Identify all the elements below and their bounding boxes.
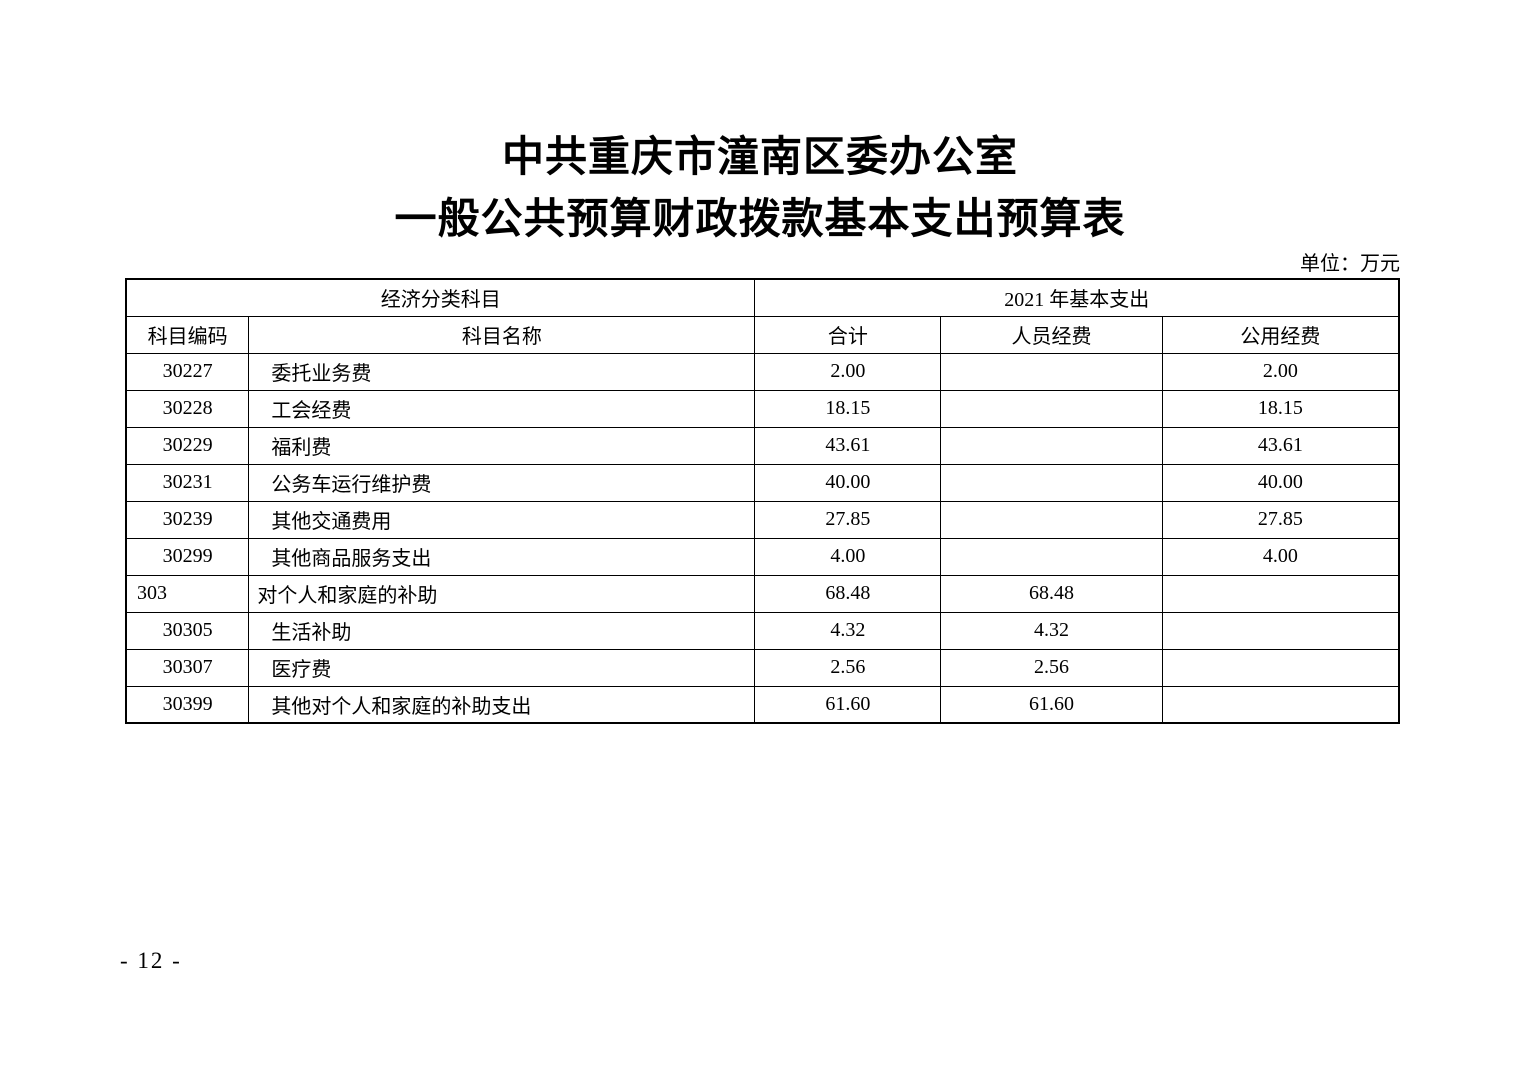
cell-subject-code: 30307 [125, 648, 250, 687]
cell-public-funds [1161, 574, 1400, 613]
cell-subject-code: 30239 [125, 500, 250, 539]
table-row: 30399 其他对个人和家庭的补助支出 61.60 61.60 [125, 685, 1400, 724]
cell-public-funds: 18.15 [1161, 389, 1400, 428]
cell-personnel-funds [940, 352, 1163, 391]
cell-total: 61.60 [754, 685, 942, 724]
title-line-2: 一般公共预算财政拨款基本支出预算表 [394, 195, 1126, 242]
table-row: 30305 生活补助 4.32 4.32 [125, 611, 1400, 650]
cell-subject-code: 30231 [125, 463, 250, 502]
cell-public-funds: 43.61 [1161, 426, 1400, 465]
table-row: 30231 公务车运行维护费 40.00 40.00 [125, 463, 1400, 502]
cell-personnel-funds: 61.60 [940, 685, 1163, 724]
header-2021-basic-expenditure: 2021 年基本支出 [754, 278, 1400, 317]
page-number: - 12 - [120, 948, 182, 973]
cell-total: 27.85 [754, 500, 942, 539]
header-columns-row: 科目编码 科目名称 合计 人员经费 公用经费 [125, 315, 1400, 354]
cell-total: 2.00 [754, 352, 942, 391]
cell-subject-name: 福利费 [248, 426, 756, 465]
cell-personnel-funds: 2.56 [940, 648, 1163, 687]
cell-total: 18.15 [754, 389, 942, 428]
cell-subject-code: 30229 [125, 426, 250, 465]
cell-subject-name: 医疗费 [248, 648, 756, 687]
document-title: 中共重庆市潼南区委办公室 一般公共预算财政拨款基本支出预算表 [0, 0, 1520, 250]
cell-total: 2.56 [754, 648, 942, 687]
cell-total: 4.00 [754, 537, 942, 576]
cell-personnel-funds [940, 463, 1163, 502]
cell-subject-code: 30399 [125, 685, 250, 724]
cell-personnel-funds [940, 426, 1163, 465]
header-total: 合计 [754, 315, 942, 354]
cell-public-funds [1161, 685, 1400, 724]
cell-personnel-funds [940, 500, 1163, 539]
cell-subject-name: 其他交通费用 [248, 500, 756, 539]
table-header: 经济分类科目 2021 年基本支出 科目编码 科目名称 合计 人员经费 公用经费 [125, 278, 1400, 354]
table-row: 30228 工会经费 18.15 18.15 [125, 389, 1400, 428]
table-row: 30227 委托业务费 2.00 2.00 [125, 352, 1400, 391]
cell-subject-code: 303 [125, 574, 250, 613]
cell-total: 68.48 [754, 574, 942, 613]
cell-personnel-funds [940, 537, 1163, 576]
cell-public-funds: 2.00 [1161, 352, 1400, 391]
cell-total: 40.00 [754, 463, 942, 502]
cell-total: 43.61 [754, 426, 942, 465]
header-subject-code: 科目编码 [125, 315, 250, 354]
header-public-funds: 公用经费 [1161, 315, 1400, 354]
cell-public-funds: 27.85 [1161, 500, 1400, 539]
cell-subject-name: 委托业务费 [248, 352, 756, 391]
cell-personnel-funds [940, 389, 1163, 428]
unit-note: 单位：万元 [1300, 253, 1400, 275]
cell-subject-name: 对个人和家庭的补助 [248, 574, 756, 613]
cell-public-funds: 4.00 [1161, 537, 1400, 576]
cell-public-funds [1161, 611, 1400, 650]
table-row: 30307 医疗费 2.56 2.56 [125, 648, 1400, 687]
cell-total: 4.32 [754, 611, 942, 650]
cell-personnel-funds: 4.32 [940, 611, 1163, 650]
table-row: 30229 福利费 43.61 43.61 [125, 426, 1400, 465]
cell-personnel-funds: 68.48 [940, 574, 1163, 613]
cell-subject-name: 其他对个人和家庭的补助支出 [248, 685, 756, 724]
cell-subject-name: 生活补助 [248, 611, 756, 650]
cell-subject-name: 其他商品服务支出 [248, 537, 756, 576]
title-line-1: 中共重庆市潼南区委办公室 [501, 133, 1018, 180]
table-body: 30227 委托业务费 2.00 2.00 30228 工会经费 18.15 1… [125, 352, 1400, 724]
header-group-row: 经济分类科目 2021 年基本支出 [125, 278, 1400, 317]
table-row: 30239 其他交通费用 27.85 27.85 [125, 500, 1400, 539]
cell-subject-code: 30228 [125, 389, 250, 428]
cell-subject-name: 公务车运行维护费 [248, 463, 756, 502]
header-economic-classification: 经济分类科目 [125, 278, 756, 317]
header-subject-name: 科目名称 [248, 315, 756, 354]
cell-public-funds [1161, 648, 1400, 687]
cell-public-funds: 40.00 [1161, 463, 1400, 502]
table-row: 30299 其他商品服务支出 4.00 4.00 [125, 537, 1400, 576]
cell-subject-code: 30299 [125, 537, 250, 576]
cell-subject-code: 30305 [125, 611, 250, 650]
budget-table: 经济分类科目 2021 年基本支出 科目编码 科目名称 合计 人员经费 公用经费… [125, 278, 1400, 724]
table-row: 303 对个人和家庭的补助 68.48 68.48 [125, 574, 1400, 613]
cell-subject-code: 30227 [125, 352, 250, 391]
header-personnel-funds: 人员经费 [940, 315, 1163, 354]
cell-subject-name: 工会经费 [248, 389, 756, 428]
